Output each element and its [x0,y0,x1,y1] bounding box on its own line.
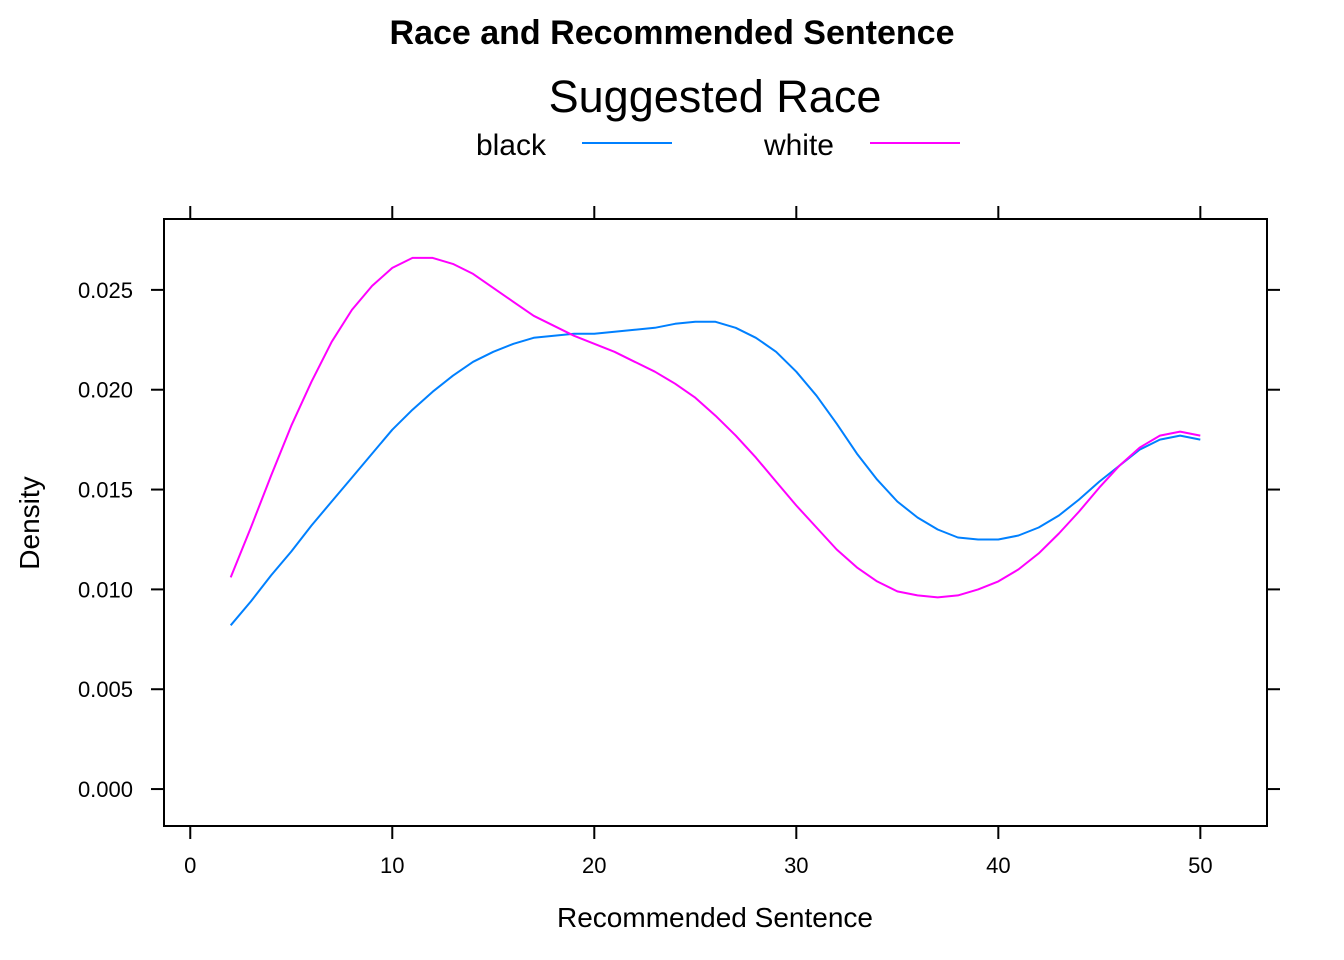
y-tick-label: 0.020 [78,378,133,403]
legend: black white [476,129,960,162]
x-tick-label: 0 [184,853,196,878]
y-axis: 0.000 0.005 0.010 0.015 0.020 0.025 [78,278,1280,802]
legend-label-white: white [763,129,834,162]
x-tick-label: 20 [582,853,606,878]
x-axis: 0 10 20 30 40 50 [184,206,1213,878]
y-axis-label: Density [14,476,45,569]
series-layer [229,256,1201,626]
legend-label-black: black [476,129,547,162]
y-tick-label: 0.015 [78,478,133,503]
y-tick-label: 0.010 [78,577,133,602]
legend-title: Suggested Race [549,71,882,122]
y-tick-label: 0.000 [78,777,133,802]
chart-title: Race and Recommended Sentence [390,14,955,52]
x-tick-label: 40 [986,853,1010,878]
y-tick-label: 0.025 [78,278,133,303]
x-tick-label: 50 [1188,853,1212,878]
plot-frame [163,218,1268,827]
x-tick-label: 30 [784,853,808,878]
y-tick-label: 0.005 [78,677,133,702]
series-line-black [229,320,1201,626]
series-line-white [229,256,1201,599]
x-tick-label: 10 [380,853,404,878]
x-axis-label: Recommended Sentence [557,902,873,933]
